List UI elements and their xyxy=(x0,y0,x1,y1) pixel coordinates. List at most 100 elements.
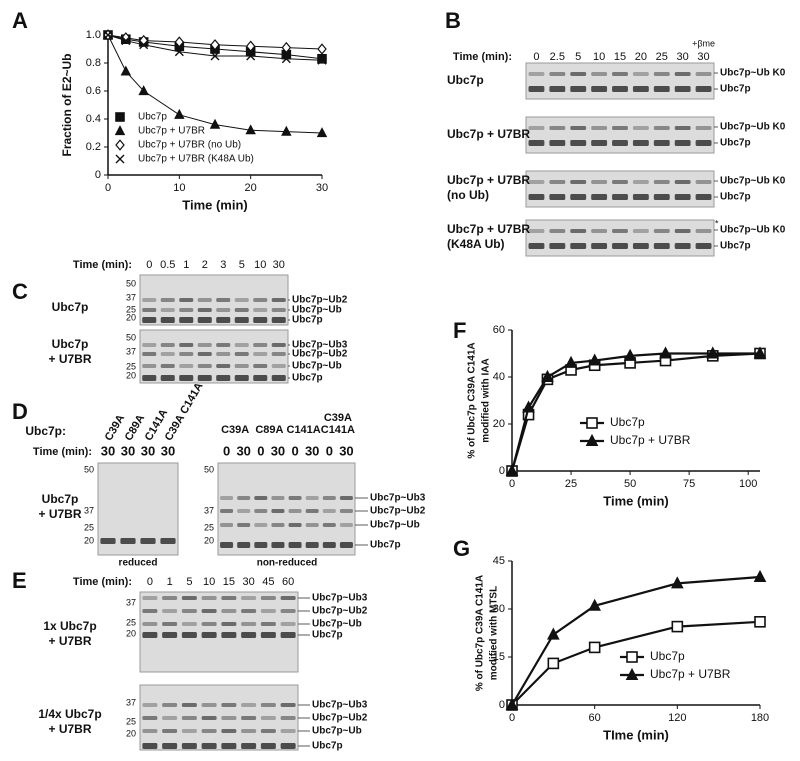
band-label: Ubc7p~Ub xyxy=(292,305,342,316)
gel-band xyxy=(612,86,628,92)
band-label: Ubc7p~Ub xyxy=(312,726,362,737)
lane-label: 5 xyxy=(239,259,245,271)
gel-band xyxy=(197,375,212,381)
lane-label: 2 xyxy=(202,259,208,271)
gel-band xyxy=(305,542,319,548)
band-label: Ubc7p xyxy=(720,241,751,252)
gel-band xyxy=(253,352,268,356)
y-tick-label: 15 xyxy=(493,651,505,663)
x-tick-label: 30 xyxy=(316,182,328,194)
gel-band xyxy=(162,729,178,733)
gel-band xyxy=(674,140,691,146)
y-tick-label: 0.4 xyxy=(86,113,101,125)
legend-marker xyxy=(114,125,126,136)
gel-band xyxy=(201,729,217,733)
gel-band xyxy=(253,298,268,302)
gel-band xyxy=(280,729,296,733)
gel-band xyxy=(179,308,194,312)
gel-band xyxy=(280,596,296,600)
gel-band xyxy=(549,229,566,233)
gel-band xyxy=(142,308,157,312)
gel-band xyxy=(254,496,268,500)
gel-band xyxy=(237,496,251,500)
marker-label: 25 xyxy=(204,522,214,532)
gel-band xyxy=(241,632,257,638)
marker-label: 25 xyxy=(126,361,136,371)
gel-band xyxy=(653,243,670,249)
band-label: Ubc7p~Ub3 xyxy=(312,593,368,604)
lane-header: C141A xyxy=(321,424,355,436)
gel-band xyxy=(221,703,237,707)
point xyxy=(522,400,535,413)
marker-label: 25 xyxy=(84,522,94,532)
time-label: Time (min): xyxy=(73,259,132,271)
point xyxy=(121,36,131,46)
point xyxy=(210,39,220,51)
gel-band xyxy=(221,596,237,600)
series-line xyxy=(510,352,761,472)
marker-label: 37 xyxy=(126,292,136,302)
gel-band xyxy=(216,298,231,302)
y-tick-label: 30 xyxy=(493,603,505,615)
gel xyxy=(525,116,715,154)
gel-band xyxy=(632,86,649,92)
marker-label: 50 xyxy=(126,278,136,288)
point xyxy=(547,627,560,640)
panel-letter: E xyxy=(12,568,27,593)
mutant-label: Ubc7p: xyxy=(25,424,66,438)
gel-band xyxy=(570,72,587,76)
gel-band xyxy=(271,298,286,302)
y-tick-label: 40 xyxy=(493,371,505,383)
band-label: Ubc7p xyxy=(370,540,401,551)
gel-band xyxy=(201,622,217,626)
point xyxy=(317,55,327,65)
gel-band xyxy=(260,743,276,749)
gel-band xyxy=(271,343,286,347)
lane-label: 0 xyxy=(146,259,152,271)
gel-band xyxy=(179,317,194,323)
gel-band xyxy=(142,729,158,733)
gel-band xyxy=(221,729,237,733)
band-label: Ubc7p~Ub K0 xyxy=(720,176,786,187)
gel-band xyxy=(612,72,628,76)
marker-label: 20 xyxy=(126,312,136,322)
gel-band xyxy=(570,86,587,92)
lane-label: 0 xyxy=(291,443,298,458)
gel-band xyxy=(271,364,286,368)
panel-letter: B xyxy=(445,8,461,33)
gel-band xyxy=(280,609,296,613)
gel-band xyxy=(280,632,296,638)
marker-label: 25 xyxy=(126,617,136,627)
gel-band xyxy=(254,509,268,513)
gel xyxy=(139,329,289,384)
lane-label: 30 xyxy=(339,443,353,458)
gel-band xyxy=(160,364,175,368)
gel-band xyxy=(632,126,649,130)
gel-band xyxy=(221,743,237,749)
gel-band xyxy=(237,509,251,513)
gel-band xyxy=(674,72,691,76)
legend-label: Ubc7p + U7BR (no Ub) xyxy=(138,140,241,151)
gel-band xyxy=(260,622,276,626)
lane-label: 30 xyxy=(101,443,115,458)
gel-band xyxy=(220,496,234,500)
gel-band xyxy=(181,632,197,638)
band-label: Ubc7p~Ub2 xyxy=(292,295,348,306)
gel-band xyxy=(179,352,194,356)
gel-band xyxy=(142,609,158,613)
gel-band xyxy=(197,308,212,312)
gel-band xyxy=(528,229,545,233)
point xyxy=(120,65,132,76)
gel-band xyxy=(142,352,157,356)
gel-band xyxy=(234,298,249,302)
marker-label: 37 xyxy=(84,505,94,515)
gel-band xyxy=(142,716,158,720)
marker-label: 37 xyxy=(126,697,136,707)
gel-band xyxy=(100,538,116,544)
gel-band xyxy=(140,538,156,544)
point xyxy=(623,348,637,361)
row-label: 1/4x Ubc7p xyxy=(38,707,101,721)
lane-label: 30 xyxy=(121,443,135,458)
gel-band xyxy=(570,180,587,184)
gel-band xyxy=(160,343,175,347)
